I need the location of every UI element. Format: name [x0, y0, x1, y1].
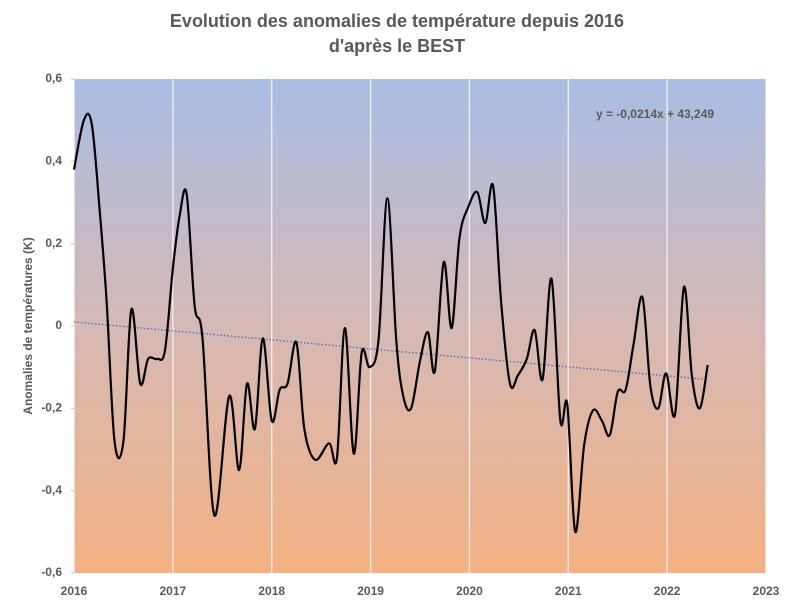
y-tick-label: 0: [55, 318, 62, 332]
chart-title: Evolution des anomalies de température d…: [170, 11, 624, 31]
y-tick-label: 0,4: [45, 154, 62, 168]
x-tick-label: 2020: [456, 584, 483, 598]
trend-line: [73, 321, 708, 381]
x-tick-label: 2018: [258, 584, 285, 598]
x-tick-label: 2019: [357, 584, 384, 598]
plot-area: [74, 79, 766, 573]
y-tick-label: 0,6: [45, 71, 62, 85]
y-axis-label: Anomalies de températures (K): [21, 237, 35, 414]
x-tick-label: 2017: [160, 584, 187, 598]
x-tick-label: 2023: [753, 584, 780, 598]
y-tick-label: -0,2: [41, 401, 62, 415]
x-tick-label: 2022: [654, 584, 681, 598]
x-tick-label: 2016: [61, 584, 88, 598]
y-tick-label: -0,6: [41, 565, 62, 579]
y-tick-label: 0,2: [45, 236, 62, 250]
trend-equation: y = -0,0214x + 43,249: [596, 107, 714, 121]
x-tick-label: 2021: [555, 584, 582, 598]
chart-title: d'après le BEST: [329, 36, 465, 56]
data-line: [72, 112, 709, 533]
y-tick-label: -0,4: [41, 483, 62, 497]
